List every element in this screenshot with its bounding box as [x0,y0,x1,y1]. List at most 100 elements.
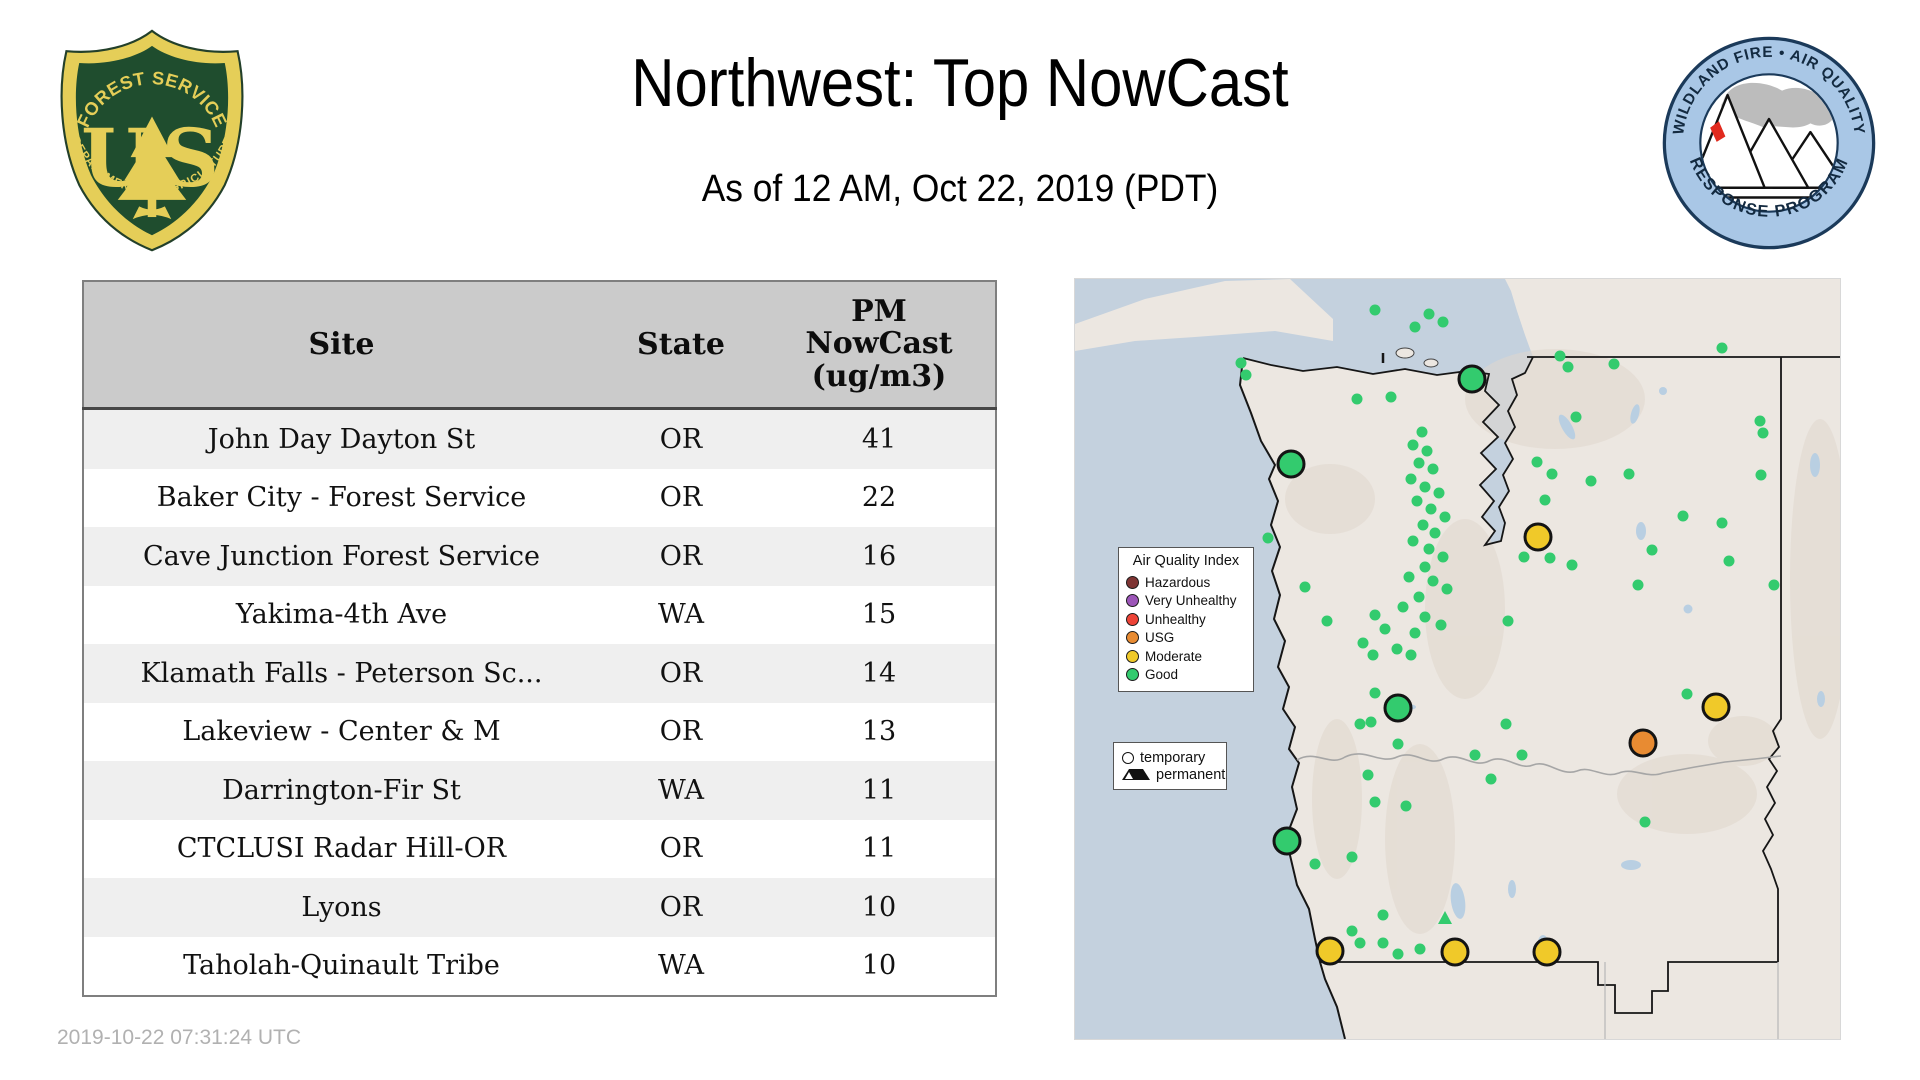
columbia-river-border [1296,753,1782,776]
monitor-dot [1351,393,1363,405]
top-site-marker [1276,449,1306,479]
firebrand-icon [1710,121,1726,142]
aqi-legend: Air Quality Index Hazardous Very Unhealth… [1118,547,1254,692]
col-header-state: State [599,281,763,410]
monitor-dot [1433,487,1445,499]
wfaqrp-logo: WILDLAND FIRE • AIR QUALITY RESPONSE PRO… [1662,36,1876,250]
top-site-marker [1701,692,1731,722]
table-row: Baker City - Forest Service OR 22 [83,468,996,527]
san-juan-islands [1395,347,1439,368]
monitor-dot [1411,495,1423,507]
monitor-dot [1354,718,1366,730]
monitor-dot [1346,851,1358,863]
page-title: Northwest: Top NowCast [631,45,1289,121]
monitor-dot [1646,544,1658,556]
aqi-legend-item: Hazardous [1126,573,1246,592]
monitor-dot [1566,559,1578,571]
monitor-dot [1403,571,1415,583]
monitor-dot [1365,716,1377,728]
monitor-dot [1632,579,1644,591]
map-markers-layer [1235,304,1780,967]
aqi-swatch-icon [1126,631,1139,645]
monitor-dot [1757,427,1769,439]
lakes [1400,387,1825,959]
monitor-dot [1419,481,1431,493]
monitor-dot [1768,579,1780,591]
monitor-dot [1500,718,1512,730]
table-row: Lyons OR 10 [83,878,996,937]
monitor-dot [1362,769,1374,781]
monitor-dot [1554,350,1566,362]
top-site-marker [1272,826,1302,856]
monitor-dot [1407,439,1419,451]
monitor-dot [1437,316,1449,328]
coastline [1238,357,1346,1039]
monitor-dot [1754,415,1766,427]
monitor-dot [1677,510,1689,522]
monitor-dot [1546,468,1558,480]
monitor-dot [1427,463,1439,475]
monitor-dot [1235,357,1247,369]
monitor-dot [1716,342,1728,354]
monitor-dot [1539,494,1551,506]
monitor-dot [1379,623,1391,635]
monitor-dot [1485,773,1497,785]
site-legend-item-temporary: temporary [1122,749,1218,766]
monitor-dot [1570,411,1582,423]
temporary-circle-icon [1122,751,1134,764]
aqi-swatch-icon [1126,594,1139,608]
monitor-dot [1423,543,1435,555]
idaho-border [1761,357,1782,962]
site-type-legend: temporary permanent [1113,742,1227,790]
monitor-dot [1427,575,1439,587]
monitor-dot [1409,627,1421,639]
fs-tree-icon [117,116,187,220]
monitor-dot [1437,551,1449,563]
aqi-swatch-icon [1126,649,1139,663]
monitor-dot [1423,308,1435,320]
monitor-dot [1346,925,1358,937]
monitor-dot [1502,615,1514,627]
monitor-triangle [1438,911,1452,924]
map: Air Quality Index Hazardous Very Unhealth… [1074,278,1841,1040]
monitor-dot [1240,369,1252,381]
site-legend-item-permanent: permanent [1122,766,1225,783]
monitor-dot [1405,473,1417,485]
monitor-dot [1309,858,1321,870]
table-row: Darrington-Fir St WA 11 [83,761,996,820]
monitor-dot [1357,637,1369,649]
monitor-dot [1531,456,1543,468]
monitor-dot [1369,796,1381,808]
monitor-dot [1723,555,1735,567]
monitor-dot [1377,937,1389,949]
monitor-dot [1608,358,1620,370]
aqi-legend-items: Hazardous Very Unhealthy Unhealthy USG Moder… [1126,573,1246,684]
table-row: Taholah-Quinault Tribe WA 10 [83,936,996,996]
monitor-dot [1469,749,1481,761]
top-site-marker [1523,522,1553,552]
monitor-dot [1262,532,1274,544]
monitor-dot [1441,583,1453,595]
top-site-marker [1532,937,1562,967]
monitor-dot [1369,609,1381,621]
monitor-dot [1755,469,1767,481]
aqi-swatch-icon [1126,668,1139,682]
aqi-swatch-icon [1126,575,1139,589]
table-row: Yakima-4th Ave WA 15 [83,585,996,644]
aqi-swatch-icon [1126,612,1139,626]
vancouver-island [1075,279,1333,351]
monitor-dot [1425,503,1437,515]
puget-sound-coast [1242,356,1534,547]
monitor-dot [1419,561,1431,573]
monitor-dot [1321,615,1333,627]
table-row: Klamath Falls - Peterson Sc... OR 14 [83,644,996,703]
monitor-dot [1518,551,1530,563]
top-site-marker [1457,364,1487,394]
table-row: Cave Junction Forest Service OR 16 [83,527,996,586]
monitor-dot [1391,643,1403,655]
aqi-legend-item: USG [1126,629,1246,648]
monitor-dot [1435,619,1447,631]
monitor-dot [1429,527,1441,539]
table-row: John Day Dayton St OR 41 [83,408,996,469]
